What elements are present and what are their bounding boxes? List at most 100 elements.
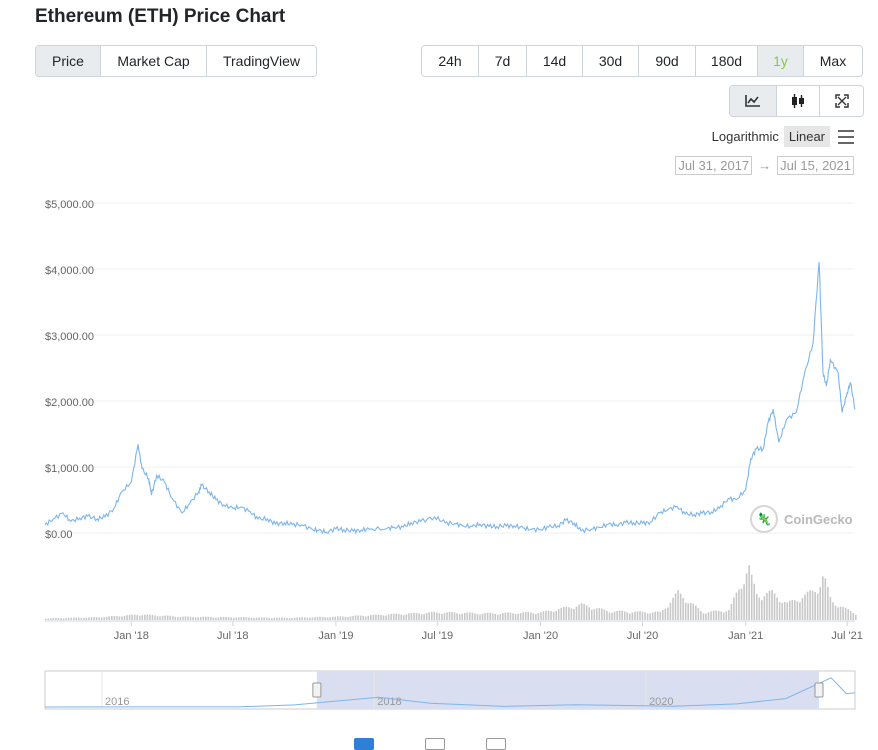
range-90d-button[interactable]: 90d — [638, 46, 695, 76]
volume-bar — [250, 617, 253, 620]
volume-bar — [580, 603, 583, 620]
tab-tradingview[interactable]: TradingView — [206, 46, 316, 76]
range-14d-button[interactable]: 14d — [526, 46, 582, 76]
volume-bar — [321, 616, 324, 620]
volume-bar — [791, 599, 794, 620]
legend-toggle-price[interactable] — [354, 738, 374, 750]
volume-bar — [418, 613, 420, 620]
volume-bar — [98, 617, 100, 620]
date-from-input[interactable]: Jul 31, 2017 — [675, 156, 753, 175]
volume-bar — [75, 617, 78, 620]
volume-bar — [540, 612, 542, 620]
volume-bar — [674, 593, 677, 620]
volume-bar — [806, 591, 809, 620]
volume-bar — [481, 613, 484, 620]
volume-bar — [750, 574, 753, 620]
volume-bar — [314, 617, 316, 620]
scale-logarithmic-option[interactable]: Logarithmic — [711, 129, 779, 144]
date-to-input[interactable]: Jul 15, 2021 — [777, 156, 854, 175]
price-line — [44, 262, 856, 535]
volume-bar — [423, 613, 425, 620]
volume-bar — [725, 611, 728, 620]
volume-bar — [95, 617, 98, 620]
volume-bar — [428, 612, 431, 620]
hamburger-menu-icon[interactable] — [838, 129, 854, 144]
navigator[interactable]: 2016 2018 2020 — [44, 670, 856, 710]
volume-bar — [415, 612, 418, 620]
tab-price[interactable]: Price — [36, 46, 100, 76]
volume-bar — [349, 616, 352, 620]
volume-bar — [309, 617, 311, 620]
volume-bar — [121, 616, 123, 620]
volume-bar — [62, 618, 65, 620]
volume-bar — [601, 608, 603, 620]
volume-bar — [852, 613, 855, 620]
volume-bar — [456, 613, 458, 620]
range-24h-button[interactable]: 24h — [422, 46, 478, 76]
volume-bar — [123, 615, 126, 620]
volume-bar — [722, 612, 725, 620]
candlestick-button[interactable] — [776, 86, 819, 116]
volume-bar — [197, 617, 199, 620]
volume-bar — [771, 590, 773, 620]
volume-bar — [801, 598, 804, 620]
legend-toggle-market-cap[interactable] — [425, 738, 445, 750]
tab-market-cap[interactable]: Market Cap — [100, 46, 206, 76]
volume-bar — [461, 613, 464, 620]
volume-bar — [654, 611, 657, 620]
volume-bar — [303, 617, 306, 620]
volume-bar — [286, 617, 288, 620]
range-180d-button[interactable]: 180d — [695, 46, 757, 76]
range-1y-button[interactable]: 1y — [757, 46, 803, 76]
legend-toggle-volume[interactable] — [486, 738, 506, 750]
volume-bar — [111, 616, 113, 620]
volume-bar — [276, 617, 278, 620]
range-7d-button[interactable]: 7d — [478, 46, 526, 76]
volume-bar — [512, 613, 514, 620]
y-tick-label: $0.00 — [45, 529, 73, 541]
volume-bar — [847, 609, 849, 620]
volume-bar — [616, 610, 618, 620]
volume-bar — [324, 617, 326, 620]
volume-bar — [494, 613, 497, 620]
navigator-line — [44, 677, 856, 708]
volume-bar — [260, 617, 263, 620]
volume-bar — [443, 613, 446, 620]
volume-bar — [662, 609, 664, 620]
volume-bar — [179, 616, 182, 620]
scale-toggle: Logarithmic Linear — [707, 126, 854, 147]
volume-bar — [469, 612, 471, 620]
volume-bar — [463, 612, 466, 620]
volume-bar — [301, 617, 304, 620]
volume-bar — [502, 613, 504, 620]
volume-bar — [50, 618, 52, 620]
volume-bar — [766, 593, 768, 620]
volume-bar — [755, 594, 758, 620]
volume-bar — [430, 611, 433, 620]
volume-bar — [504, 612, 507, 620]
volume-bar — [740, 588, 743, 620]
volume-bar — [631, 612, 634, 620]
navigator-year-label: 2020 — [649, 696, 673, 708]
scale-linear-option[interactable]: Linear — [783, 126, 830, 147]
volume-bar — [849, 611, 852, 620]
volume-bar — [799, 602, 801, 620]
volume-bar — [136, 615, 139, 620]
volume-bar — [715, 610, 717, 620]
volume-bar — [319, 616, 321, 620]
range-30d-button[interactable]: 30d — [582, 46, 638, 76]
line-chart-button[interactable] — [730, 86, 776, 116]
chart-type-tabs: Price Market Cap TradingView — [35, 45, 317, 77]
volume-bar — [484, 613, 486, 620]
volume-bar — [329, 617, 331, 620]
watermark-text: CoinGecko — [784, 511, 853, 527]
volume-bar — [479, 614, 481, 620]
volume-bar — [141, 615, 144, 620]
range-max-button[interactable]: Max — [803, 46, 862, 76]
volume-bar — [184, 616, 187, 620]
volume-bar — [438, 613, 441, 620]
fullscreen-button[interactable] — [819, 86, 863, 116]
volume-bar — [827, 586, 829, 620]
date-range-arrow: → — [758, 158, 772, 173]
volume-bar — [758, 597, 761, 620]
